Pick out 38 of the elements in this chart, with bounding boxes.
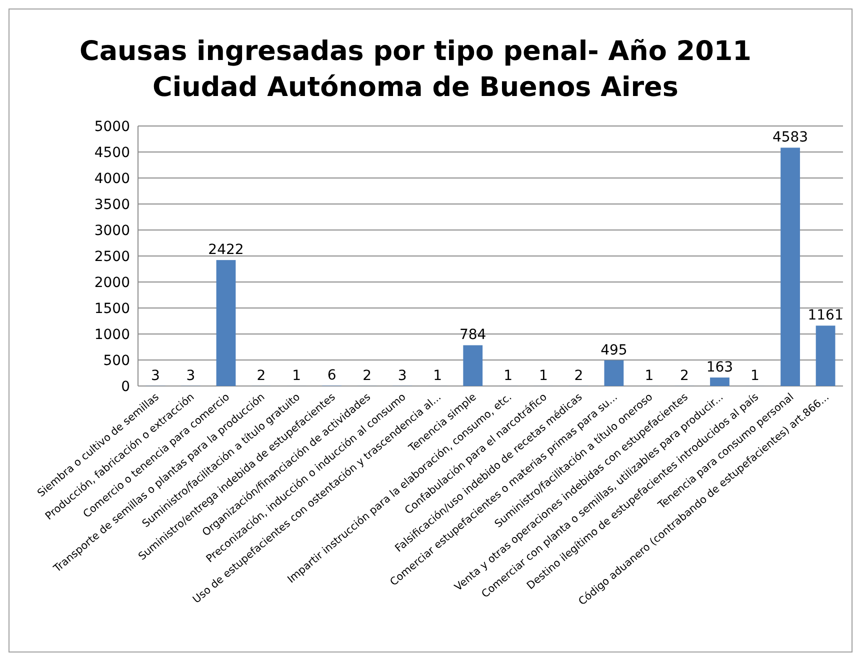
data-label: 2: [362, 368, 372, 384]
data-label: 3: [150, 368, 160, 384]
bar: [710, 378, 730, 386]
y-tick-label: 5000: [94, 118, 130, 135]
data-label: 4583: [772, 130, 808, 146]
data-label: 2422: [208, 242, 244, 258]
y-tick-label: 3000: [94, 222, 130, 239]
y-tick-label: 3500: [94, 196, 130, 213]
bar: [463, 345, 483, 386]
bar: [780, 148, 800, 386]
bar: [604, 360, 624, 386]
y-tick-label: 2000: [94, 274, 130, 291]
data-label: 495: [600, 342, 628, 358]
data-label: 2: [574, 368, 584, 384]
data-label: 1161: [808, 308, 844, 324]
y-tick-label: 0: [121, 378, 130, 395]
bar: [816, 326, 836, 386]
data-label: 1: [504, 368, 513, 384]
y-tick-label: 1000: [94, 326, 130, 343]
y-tick-label: 2500: [94, 248, 130, 265]
data-label: 3: [186, 368, 196, 384]
data-label: 1: [644, 368, 654, 384]
data-label: 2: [680, 368, 689, 384]
data-label: 1: [750, 368, 760, 384]
data-label: 1: [292, 368, 301, 384]
y-tick-label: 4500: [94, 144, 130, 161]
data-label: 6: [327, 368, 336, 384]
data-label: 1: [538, 368, 548, 384]
data-label: 784: [460, 327, 486, 344]
chart-title: Causas ingresadas por tipo penal- Año 2011 Ciudad Autónoma de Buenos Aires: [80, 36, 752, 103]
y-tick-label: 500: [103, 352, 130, 369]
data-label: 163: [706, 360, 734, 376]
bar: [216, 260, 236, 386]
y-tick-label: 4000: [94, 170, 130, 187]
y-tick-label: 1500: [94, 300, 130, 317]
data-label: 2: [256, 368, 266, 384]
data-label: 3: [398, 368, 407, 384]
data-label: 1: [433, 368, 442, 384]
